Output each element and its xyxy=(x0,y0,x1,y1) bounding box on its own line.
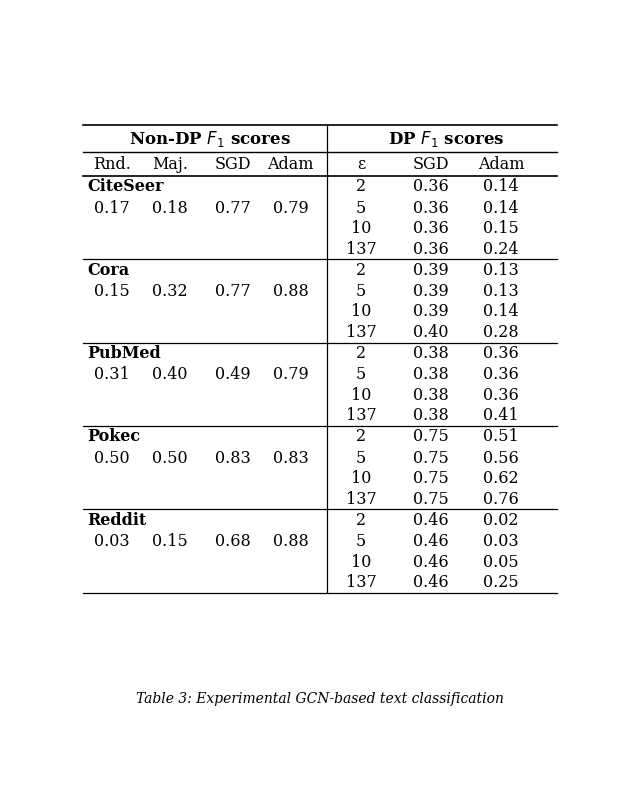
Text: 10: 10 xyxy=(351,387,371,404)
Text: 0.15: 0.15 xyxy=(94,283,130,300)
Text: DP $F_1$ scores: DP $F_1$ scores xyxy=(388,128,505,149)
Text: 0.36: 0.36 xyxy=(483,345,519,362)
Text: 0.28: 0.28 xyxy=(484,324,519,341)
Text: 5: 5 xyxy=(356,200,366,217)
Text: 0.88: 0.88 xyxy=(273,533,309,550)
Text: 10: 10 xyxy=(351,553,371,570)
Text: 0.38: 0.38 xyxy=(413,387,449,404)
Text: 2: 2 xyxy=(356,345,366,362)
Text: 137: 137 xyxy=(346,241,376,258)
Text: 2: 2 xyxy=(356,511,366,529)
Text: 0.03: 0.03 xyxy=(484,533,519,550)
Text: 0.38: 0.38 xyxy=(413,366,449,383)
Text: PubMed: PubMed xyxy=(87,345,162,362)
Text: 2: 2 xyxy=(356,262,366,279)
Text: 0.05: 0.05 xyxy=(484,553,519,570)
Text: SGD: SGD xyxy=(413,156,449,173)
Text: 137: 137 xyxy=(346,324,376,341)
Text: 0.39: 0.39 xyxy=(413,304,449,321)
Text: 0.25: 0.25 xyxy=(484,574,519,591)
Text: Pokec: Pokec xyxy=(87,428,141,445)
Text: 0.75: 0.75 xyxy=(413,490,449,507)
Text: 0.36: 0.36 xyxy=(483,387,519,404)
Text: 0.50: 0.50 xyxy=(94,449,130,467)
Text: 137: 137 xyxy=(346,574,376,591)
Text: 0.36: 0.36 xyxy=(413,179,449,196)
Text: 0.18: 0.18 xyxy=(152,200,188,217)
Text: 0.62: 0.62 xyxy=(484,470,519,487)
Text: 0.13: 0.13 xyxy=(483,283,519,300)
Text: Reddit: Reddit xyxy=(87,511,147,529)
Text: 5: 5 xyxy=(356,366,366,383)
Text: 0.51: 0.51 xyxy=(483,428,519,445)
Text: 5: 5 xyxy=(356,449,366,467)
Text: 0.79: 0.79 xyxy=(273,200,309,217)
Text: SGD: SGD xyxy=(215,156,251,173)
Text: 0.75: 0.75 xyxy=(413,428,449,445)
Text: Adam: Adam xyxy=(268,156,314,173)
Text: 2: 2 xyxy=(356,428,366,445)
Text: 0.38: 0.38 xyxy=(413,407,449,424)
Text: 10: 10 xyxy=(351,304,371,321)
Text: ε: ε xyxy=(357,156,365,173)
Text: 0.68: 0.68 xyxy=(215,533,251,550)
Text: 0.38: 0.38 xyxy=(413,345,449,362)
Text: 0.83: 0.83 xyxy=(215,449,251,467)
Text: 0.14: 0.14 xyxy=(484,304,519,321)
Text: 0.76: 0.76 xyxy=(483,490,519,507)
Text: 5: 5 xyxy=(356,283,366,300)
Text: 0.83: 0.83 xyxy=(273,449,309,467)
Text: 0.46: 0.46 xyxy=(413,511,449,529)
Text: 0.46: 0.46 xyxy=(413,553,449,570)
Text: 2: 2 xyxy=(356,179,366,196)
Text: 0.13: 0.13 xyxy=(483,262,519,279)
Text: 0.77: 0.77 xyxy=(215,200,251,217)
Text: 0.46: 0.46 xyxy=(413,574,449,591)
Text: Table 3: Experimental GCN-based text classification: Table 3: Experimental GCN-based text cla… xyxy=(136,692,504,705)
Text: 0.75: 0.75 xyxy=(413,470,449,487)
Text: 0.77: 0.77 xyxy=(215,283,251,300)
Text: 0.15: 0.15 xyxy=(483,220,519,237)
Text: 0.49: 0.49 xyxy=(215,366,251,383)
Text: 0.56: 0.56 xyxy=(483,449,519,467)
Text: Non-DP $F_1$ scores: Non-DP $F_1$ scores xyxy=(129,128,291,149)
Text: 0.32: 0.32 xyxy=(152,283,188,300)
Text: 0.40: 0.40 xyxy=(152,366,188,383)
Text: 0.36: 0.36 xyxy=(413,220,449,237)
Text: 0.39: 0.39 xyxy=(413,283,449,300)
Text: 0.15: 0.15 xyxy=(152,533,188,550)
Text: 0.17: 0.17 xyxy=(94,200,130,217)
Text: 0.14: 0.14 xyxy=(484,179,519,196)
Text: 0.31: 0.31 xyxy=(94,366,130,383)
Text: 0.40: 0.40 xyxy=(413,324,449,341)
Text: 0.75: 0.75 xyxy=(413,449,449,467)
Text: CiteSeer: CiteSeer xyxy=(87,179,164,196)
Text: 0.50: 0.50 xyxy=(152,449,188,467)
Text: 0.36: 0.36 xyxy=(483,366,519,383)
Text: 10: 10 xyxy=(351,220,371,237)
Text: 0.24: 0.24 xyxy=(484,241,519,258)
Text: Adam: Adam xyxy=(478,156,524,173)
Text: 10: 10 xyxy=(351,470,371,487)
Text: 0.46: 0.46 xyxy=(413,533,449,550)
Text: 137: 137 xyxy=(346,407,376,424)
Text: Cora: Cora xyxy=(87,262,130,279)
Text: 0.79: 0.79 xyxy=(273,366,309,383)
Text: 0.88: 0.88 xyxy=(273,283,309,300)
Text: Rnd.: Rnd. xyxy=(93,156,131,173)
Text: 0.36: 0.36 xyxy=(413,241,449,258)
Text: 0.03: 0.03 xyxy=(94,533,130,550)
Text: 137: 137 xyxy=(346,490,376,507)
Text: 5: 5 xyxy=(356,533,366,550)
Text: 0.02: 0.02 xyxy=(484,511,519,529)
Text: Maj.: Maj. xyxy=(152,156,188,173)
Text: 0.36: 0.36 xyxy=(413,200,449,217)
Text: 0.39: 0.39 xyxy=(413,262,449,279)
Text: 0.41: 0.41 xyxy=(484,407,519,424)
Text: 0.14: 0.14 xyxy=(484,200,519,217)
